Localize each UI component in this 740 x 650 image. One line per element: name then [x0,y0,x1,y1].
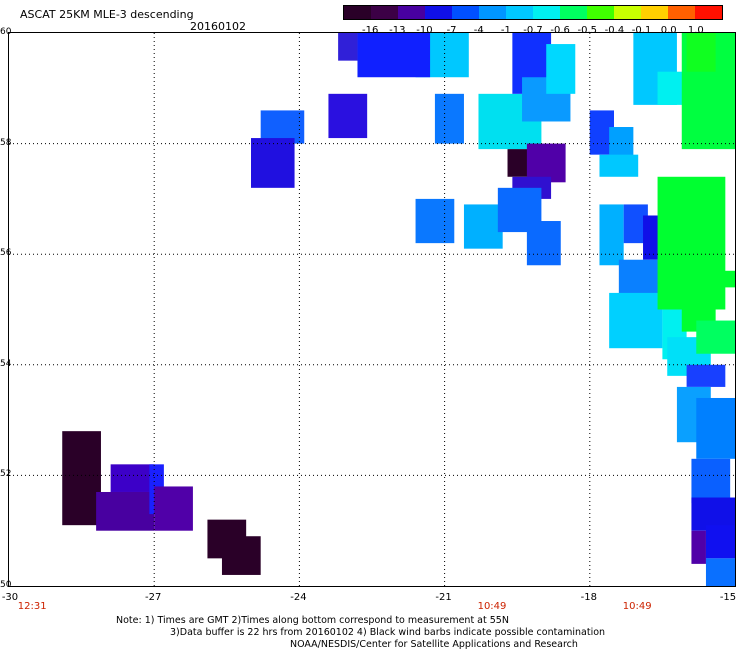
wind-cell [691,497,735,531]
y-tick-label: 60 [0,27,12,37]
wind-cell [705,270,735,288]
note-line-3: NOAA/NESDIS/Center for Satellite Applica… [290,639,578,650]
x-tick-label: -21 [435,592,452,603]
colorbar-tick-label: 0.0 [660,25,677,36]
note-line-1: Note: 1) Times are GMT 2)Times along bot… [116,615,509,626]
colorbar-segment [533,6,560,19]
x-tick-label: -15 [719,592,737,603]
wind-cell [599,154,639,177]
wind-cell [110,464,155,492]
swath-time-label: 10:49 [477,601,507,612]
x-tick-label: -30 [1,592,19,603]
colorbar-tick-label: -4 [473,25,484,36]
colorbar-segment [668,6,695,19]
colorbar-tick-label: -0.4 [604,25,625,36]
wind-cell [691,530,706,564]
colorbar-tick-label: 1.0 [687,25,704,36]
wind-cell [599,204,624,266]
swath-time-label: 12:31 [17,601,47,612]
colorbar [343,5,723,20]
wind-cell [434,93,464,144]
wind-cell [338,33,358,61]
wind-cell [696,320,735,354]
colorbar-tick-label: -0.1 [631,25,652,36]
wind-cell [497,187,542,233]
colorbar-segment [587,6,614,19]
x-tick-label: -18 [580,592,597,603]
colorbar-segment [695,6,722,19]
colorbar-segment [452,6,479,19]
wind-cell [251,138,295,188]
wind-cell [62,431,101,526]
x-tick-label: -24 [290,592,307,603]
colorbar-tick-label: -1 [500,25,511,36]
wind-cell [696,397,735,459]
colorbar-tick-label: -0.7 [523,25,543,36]
colorbar-segment [641,6,668,19]
wind-cell [705,558,735,586]
y-tick-label: 58 [0,137,12,148]
note-line-2: 3)Data buffer is 22 hrs from 20160102 4)… [170,627,606,638]
colorbar-tick-label: -0.5 [577,25,598,36]
wind-cell [609,292,663,349]
colorbar-tick-label: -0.6 [550,25,570,36]
colorbar-tick-label: -16 [361,25,379,36]
colorbar-tick-label: -7 [446,25,457,36]
colorbar-segment [344,6,371,19]
map-canvas [9,33,735,586]
y-tick-label: 50 [0,580,12,590]
wind-cell [415,198,455,244]
wind-cell [686,364,726,387]
wind-cell [154,486,193,531]
colorbar-segment [560,6,587,19]
y-tick-label: 56 [0,248,12,259]
colorbar-segment [506,6,533,19]
wind-cell [657,176,726,310]
wind-cell [463,204,503,249]
colorbar-segment [614,6,641,19]
colorbar-segment [425,6,452,19]
y-tick-label: 52 [0,469,12,480]
colorbar-segment [479,6,506,19]
swath-time-label: 10:49 [622,601,652,612]
x-tick-label: -27 [145,592,162,603]
wind-cell [357,33,431,78]
colorbar-tick-label: -13 [389,25,406,36]
wind-cell [546,44,576,94]
wind-cell [686,33,716,72]
chart-date: 20160102 [190,20,246,33]
wind-cell [526,143,566,183]
wind-cell [221,536,261,575]
wind-cell [691,458,731,504]
colorbar-tick-label: -10 [416,25,433,36]
map-plot-area [8,32,736,587]
wind-cell [328,93,368,139]
y-tick-label: 54 [0,358,12,369]
colorbar-segment [398,6,425,19]
colorbar-segment [371,6,398,19]
chart-title: ASCAT 25KM MLE-3 descending [20,8,194,21]
wind-cell [705,525,735,559]
wind-cell [96,491,155,531]
